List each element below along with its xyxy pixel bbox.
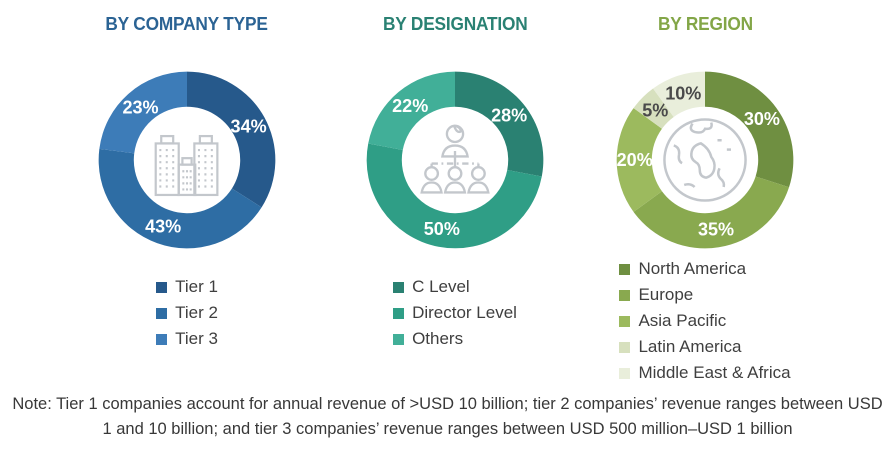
pie-segment-tier-2 xyxy=(98,148,262,249)
donut-chart: 28% 50% 22% xyxy=(360,65,550,255)
pie-segment-tier-1 xyxy=(187,71,276,208)
legend-swatch xyxy=(156,333,168,345)
legend-item: Asia Pacific xyxy=(619,311,790,331)
pie-segment-middle-east-africa xyxy=(653,71,705,117)
donut-chart: 30% 35% 20% 5% 10% xyxy=(610,65,800,255)
chart-title: BY COMPANY TYPE xyxy=(105,14,269,34)
donut-svg: 30% 35% 20% 5%10% xyxy=(616,71,794,249)
legend-item: Europe xyxy=(619,285,790,305)
legend-label: Middle East & Africa xyxy=(638,363,791,382)
legend-label: Others xyxy=(412,329,464,348)
chart-title: BY REGION xyxy=(657,14,753,34)
legend: Tier 1 Tier 2 Tier 3 xyxy=(156,277,218,355)
legend-swatch xyxy=(619,315,631,327)
legend-item: C Level xyxy=(393,277,517,297)
data-label: 23% xyxy=(122,97,158,117)
legend-swatch xyxy=(156,307,168,319)
legend-swatch xyxy=(619,263,631,275)
legend-item: Director Level xyxy=(393,303,517,323)
data-label: 28% xyxy=(491,105,527,125)
pie-segment-north-america xyxy=(705,71,794,188)
data-label: 20% xyxy=(617,150,653,170)
legend-label: Director Level xyxy=(412,303,517,322)
pie-segment-tier-3 xyxy=(99,71,187,154)
data-label: 43% xyxy=(145,216,181,236)
chart-region: BY REGION 30% 35% 20% 5% 10% North America Eu… xyxy=(550,0,860,389)
pie-segment-asia-pacific xyxy=(616,108,662,212)
legend-item: Middle East & Africa xyxy=(619,363,791,383)
data-label: 35% xyxy=(698,220,734,240)
pie-segment-c-level xyxy=(455,71,544,177)
legend-label: C Level xyxy=(412,277,470,296)
legend-item: Others xyxy=(393,329,517,349)
legend-swatch xyxy=(619,367,631,379)
legend: North America Europe Asia Pacific Latin Ame… xyxy=(619,259,791,389)
legend-swatch xyxy=(393,281,405,293)
donut-chart: 34% 43% 23% xyxy=(92,65,282,255)
donut-svg: 28% 50% 22% xyxy=(366,71,544,249)
legend-label: Latin America xyxy=(638,337,742,356)
legend-swatch xyxy=(393,307,405,319)
legend-label: Tier 1 xyxy=(175,277,218,296)
pie-segment-others xyxy=(368,71,455,151)
legend-label: Tier 2 xyxy=(175,303,218,322)
data-label: 22% xyxy=(392,96,428,116)
legend-item: Tier 2 xyxy=(156,303,218,323)
donut-svg: 34% 43% 23% xyxy=(98,71,276,249)
data-label: 5% xyxy=(642,100,668,120)
pie-segment-director-level xyxy=(366,143,542,249)
chart-title: BY DESIGNATION xyxy=(382,14,528,34)
pie-segment-europe xyxy=(633,176,790,249)
legend-swatch xyxy=(619,341,631,353)
legend-item: Latin America xyxy=(619,337,790,357)
legend-item: North America xyxy=(619,259,790,279)
legend-label: Europe xyxy=(638,285,694,304)
legend: C Level Director Level Others xyxy=(393,277,517,355)
data-label: 34% xyxy=(231,116,267,136)
legend-item: Tier 1 xyxy=(156,277,218,297)
legend-label: North America xyxy=(638,259,747,278)
chart-company-type: BY COMPANY TYPE 34% 43% 23% xyxy=(40,0,334,355)
legend-swatch xyxy=(393,333,405,345)
data-label: 50% xyxy=(424,219,460,239)
data-label: 10% xyxy=(665,83,701,103)
legend-swatch xyxy=(156,281,168,293)
legend-item: Tier 3 xyxy=(156,329,218,349)
data-label: 30% xyxy=(744,109,780,129)
footnote: Note: Tier 1 companies account for annua… xyxy=(12,395,883,438)
legend-label: Tier 3 xyxy=(175,329,218,348)
legend-swatch xyxy=(619,289,631,301)
legend-label: Asia Pacific xyxy=(638,311,727,330)
